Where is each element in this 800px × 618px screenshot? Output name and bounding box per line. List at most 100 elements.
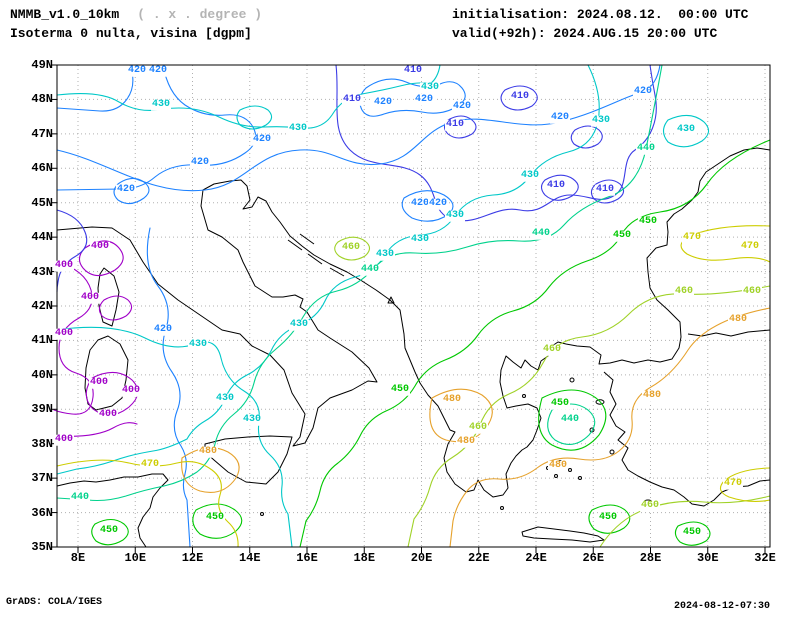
contour-path — [192, 503, 243, 539]
contour-label: 430 — [187, 338, 209, 351]
contour-label: 430 — [444, 209, 466, 222]
contour-path — [299, 139, 771, 548]
contour-label: 420 — [451, 100, 473, 113]
y-axis-label: 46N — [31, 161, 53, 176]
contour-label: 410 — [545, 179, 567, 192]
island — [569, 377, 575, 383]
contour-label: 420 — [126, 64, 148, 77]
coastline-path — [97, 267, 120, 327]
contour-label: 480 — [641, 389, 663, 402]
coastline-path — [56, 147, 771, 498]
contour-path — [56, 209, 88, 293]
contour-label: 420 — [372, 96, 394, 109]
contour-label: 430 — [288, 318, 310, 331]
y-axis-label: 37N — [31, 471, 53, 486]
init-time: initialisation: 2024.08.12. 00:00 UTC — [452, 7, 749, 22]
contour-label: 400 — [79, 291, 101, 304]
contour-label: 460 — [467, 421, 489, 434]
contour-path — [56, 64, 600, 475]
contour-path — [662, 114, 710, 148]
contour-label: 410 — [509, 90, 531, 103]
contour-label: 420 — [152, 323, 174, 336]
island — [578, 476, 582, 480]
island — [500, 506, 504, 510]
contour-label: 420 — [251, 133, 273, 146]
contour-label: 420 — [549, 111, 571, 124]
contour-label: 420 — [147, 64, 169, 77]
contour-path — [236, 105, 273, 130]
x-axis-label: 14E — [238, 551, 261, 565]
coastline-path — [687, 329, 771, 337]
contour-label: 410 — [594, 183, 616, 196]
contour-label: 400 — [53, 433, 75, 446]
contour-label: 450 — [637, 215, 659, 228]
contour-label: 420 — [189, 156, 211, 169]
coastline-path — [204, 435, 293, 485]
model-name: NMMB_v1.0_10km — [10, 7, 120, 22]
creation-timestamp: 2024-08-12-07:30 — [673, 601, 770, 612]
contour-path — [56, 459, 239, 548]
y-axis-label: 48N — [31, 92, 53, 107]
contour-label: 400 — [53, 259, 75, 272]
contour-label: 460 — [741, 285, 763, 298]
field-title: Isoterma 0 nulta, visina [dgpm] — [10, 26, 252, 41]
contour-path — [56, 422, 138, 437]
x-axis-label: 8E — [70, 551, 86, 565]
y-axis-label: 38N — [31, 436, 53, 451]
contour-path — [56, 64, 661, 192]
contour-path — [334, 236, 371, 261]
contour-label: 430 — [409, 233, 431, 246]
x-axis-label: 22E — [467, 551, 490, 565]
contour-path — [719, 467, 771, 503]
contour-label: 410 — [341, 93, 363, 106]
contour-path — [56, 64, 134, 112]
contour-label: 420 — [632, 85, 654, 98]
contour-path — [113, 177, 150, 205]
contour-path — [98, 295, 133, 321]
map-marker — [387, 296, 395, 304]
valid-time: valid(+92h): 2024.AUG.15 20:00 UTC — [452, 26, 718, 41]
contour-label: 430 — [214, 392, 236, 405]
y-axis-label: 40N — [31, 367, 53, 382]
contour-label: 430 — [419, 81, 441, 94]
contour-path — [56, 326, 293, 548]
y-axis-label: 42N — [31, 298, 53, 313]
contour-path — [56, 64, 663, 502]
contour-path — [680, 225, 771, 263]
contour-label: 400 — [120, 384, 142, 397]
coastline-layer — [56, 147, 771, 548]
contour-label: 450 — [549, 397, 571, 410]
x-axis-label: 20E — [410, 551, 433, 565]
contour-label: 480 — [197, 445, 219, 458]
coastline-path — [56, 473, 169, 548]
contour-label: 420 — [409, 197, 431, 210]
x-axis-label: 28E — [639, 551, 662, 565]
contour-path — [91, 518, 129, 546]
contour-label: 470 — [739, 240, 761, 253]
coastline-path — [521, 526, 605, 543]
contour-label: 440 — [69, 491, 91, 504]
x-axis-label: 32E — [754, 551, 776, 565]
contour-label: 400 — [88, 376, 110, 389]
contour-label: 430 — [590, 114, 612, 127]
y-axis-label: 47N — [31, 126, 53, 141]
contour-path — [85, 371, 139, 416]
contour-label: 460 — [673, 285, 695, 298]
contour-label: 460 — [340, 241, 362, 254]
coastline-path — [603, 371, 771, 507]
contour-label: 430 — [675, 123, 697, 136]
contour-path — [146, 227, 191, 548]
contour-label: 430 — [241, 413, 263, 426]
contour-label: 480 — [455, 435, 477, 448]
contour-label: 440 — [635, 142, 657, 155]
contour-label: 430 — [519, 169, 541, 182]
contour-label: 410 — [444, 118, 466, 131]
contour-label: 420 — [427, 197, 449, 210]
contour-label: 470 — [722, 477, 744, 490]
contour-path — [540, 174, 579, 201]
contour-path — [56, 64, 257, 191]
y-axis-label: 45N — [31, 195, 53, 210]
contour-label: 440 — [559, 413, 581, 426]
contour-layer — [53, 64, 771, 548]
island — [260, 512, 264, 516]
